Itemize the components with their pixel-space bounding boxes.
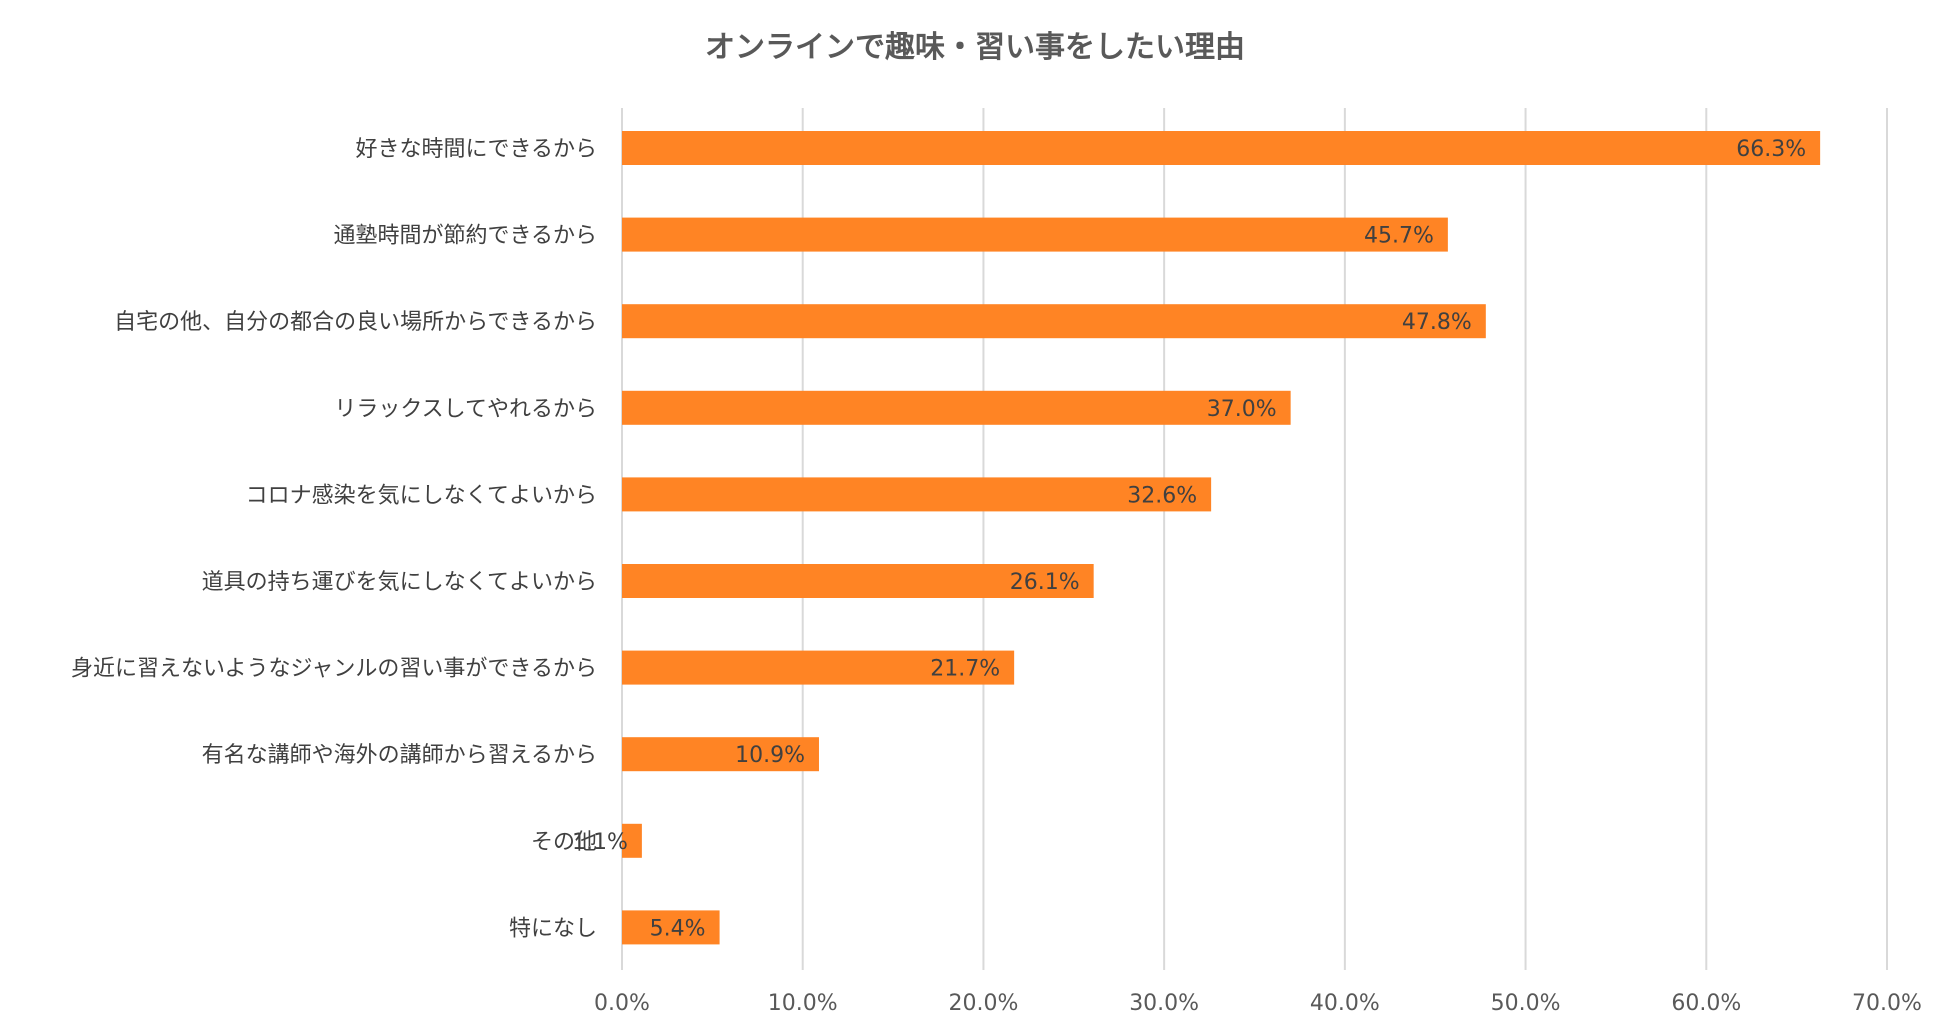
category-label: 身近に習えないようなジャンルの習い事ができるから: [71, 657, 597, 682]
category-label: 自宅の他、自分の都合の良い場所からできるから: [114, 310, 597, 335]
category-label: 道具の持ち運びを気にしなくてよいから: [202, 570, 597, 595]
x-tick-label: 60.0%: [1671, 991, 1741, 1016]
bar: [622, 564, 1094, 598]
data-label: 47.8%: [1402, 310, 1472, 335]
bar: [622, 390, 1291, 425]
category-label: 好きな時間にできるから: [355, 137, 597, 162]
data-label: 26.1%: [1010, 570, 1080, 595]
data-label: 66.3%: [1736, 137, 1806, 162]
chart-title: オンラインで趣味・習い事をしたい理由: [705, 30, 1245, 65]
data-label: 32.6%: [1127, 483, 1197, 508]
category-label: リラックスしてやれるから: [334, 397, 597, 422]
x-tick-label: 70.0%: [1852, 991, 1922, 1016]
bar: [622, 131, 1821, 165]
x-tick-label: 10.0%: [768, 991, 838, 1016]
x-axis-ticks: 0.0% 10.0% 20.0% 30.0% 40.0% 50.0% 60.0% 70.0%: [594, 991, 1922, 1016]
bar: [622, 304, 1486, 339]
data-labels: 66.3% 45.7% 47.8% 37.0% 32.6% 26.1% 21.7% 10.9%…: [572, 137, 1806, 941]
bars: [622, 131, 1821, 945]
data-label: 21.7%: [930, 657, 1000, 682]
bar: [622, 650, 1015, 685]
x-tick-label: 40.0%: [1310, 991, 1380, 1016]
data-label: 1.1%: [572, 830, 628, 855]
bar: [622, 477, 1212, 512]
x-tick-label: 0.0%: [594, 991, 650, 1016]
category-label: 特になし: [509, 916, 597, 941]
x-tick-label: 50.0%: [1491, 991, 1561, 1016]
x-tick-label: 30.0%: [1129, 991, 1199, 1016]
category-label: コロナ感染を気にしなくてよいから: [246, 483, 597, 508]
data-label: 10.9%: [735, 743, 805, 768]
category-label: その他: [531, 830, 597, 855]
bar: [622, 217, 1448, 252]
category-label: 有名な講師や海外の講師から習えるから: [202, 743, 597, 768]
bar: [622, 910, 720, 945]
data-label: 37.0%: [1207, 397, 1277, 422]
category-labels: 好きな時間にできるから通塾時間が節約できるから自宅の他、自分の都合の良い場所から…: [71, 137, 597, 941]
data-label: 5.4%: [650, 916, 706, 941]
data-label: 45.7%: [1364, 224, 1434, 249]
category-label: 通塾時間が節約できるから: [333, 224, 597, 249]
gridlines: [621, 108, 1888, 970]
bar: [622, 737, 819, 772]
x-tick-label: 20.0%: [948, 991, 1018, 1016]
bar: [622, 823, 642, 858]
